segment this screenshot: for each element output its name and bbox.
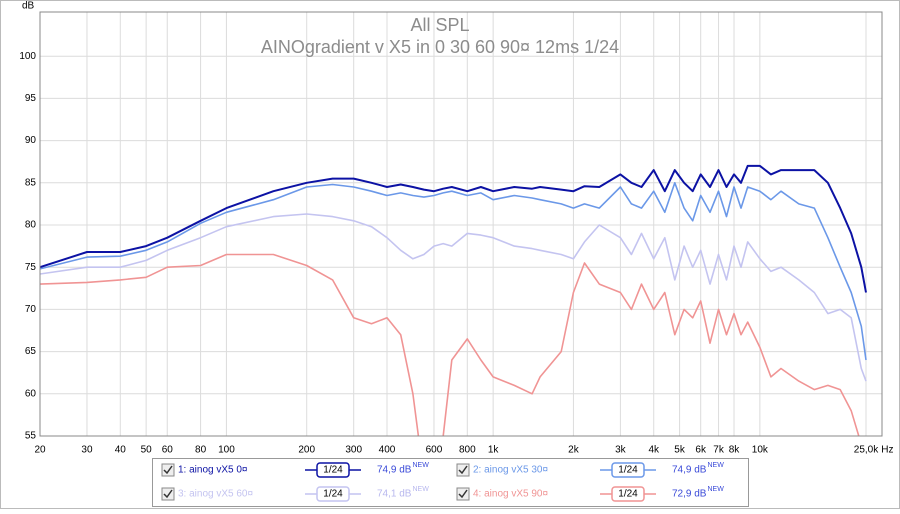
plot-frame xyxy=(39,11,883,437)
checkmark xyxy=(163,465,173,475)
grid xyxy=(39,12,882,437)
x-tick-label: 20 xyxy=(34,445,46,456)
y-tick-label: 55 xyxy=(25,431,37,442)
x-tick-label: 60 xyxy=(162,445,174,456)
smoothing-label: 1/24 xyxy=(618,489,638,500)
x-tick-label: 200 xyxy=(298,445,315,456)
x-tick-label: 7k xyxy=(713,445,725,456)
legend-label: 1: ainog vX5 0¤ xyxy=(178,465,248,476)
smoothing-label: 1/24 xyxy=(618,465,638,476)
legend-label: 3: ainog vX5 60¤ xyxy=(178,489,253,500)
legend-entries: 1: ainog vX5 0¤ 1/24 74,9 dB NEW 2: ainog vX… xyxy=(161,462,724,502)
level-badge: NEW xyxy=(412,486,429,493)
x-tick-label: 30 xyxy=(81,445,93,456)
series-line xyxy=(40,213,867,382)
x-tick-label: 10k xyxy=(752,445,769,456)
checkmark xyxy=(458,489,468,499)
x-tick-label: 6k xyxy=(695,445,707,456)
level-badge: NEW xyxy=(412,462,429,469)
y-tick-label: 75 xyxy=(25,262,37,273)
x-tick-label: 80 xyxy=(195,445,207,456)
x-tick-label: 100 xyxy=(218,445,235,456)
series-line xyxy=(40,253,860,436)
plot-lines xyxy=(40,164,867,436)
series-line xyxy=(40,182,867,361)
smoothing-box xyxy=(611,462,645,478)
legend-label: 4: ainog vX5 90¤ xyxy=(473,489,548,500)
checkmark xyxy=(163,489,173,499)
x-tick-label: 3k xyxy=(615,445,627,456)
y-tick-label: 65 xyxy=(25,346,37,357)
level-badge: NEW xyxy=(707,462,724,469)
smoothing-box xyxy=(316,462,350,478)
checkbox xyxy=(161,487,175,501)
y-tick-label: 70 xyxy=(25,304,37,315)
x-tick-label: 8k xyxy=(729,445,741,456)
checkbox xyxy=(456,463,470,477)
checkbox xyxy=(161,463,175,477)
y-tick-label: 85 xyxy=(25,177,37,188)
series-line xyxy=(40,164,867,293)
smoothing-label: 1/24 xyxy=(323,465,343,476)
checkbox xyxy=(456,487,470,501)
x-tick-label: 5k xyxy=(674,445,686,456)
legend-level: 74,9 dB xyxy=(672,465,707,476)
chart-subtitle: AINOgradient v X5 in 0 30 60 90¤ 12ms 1/… xyxy=(261,37,619,57)
x-tick-label: 40 xyxy=(115,445,127,456)
x-tick-label: 400 xyxy=(379,445,396,456)
x-tick-label: 25,0k xyxy=(854,445,879,456)
y-tick-label: 95 xyxy=(25,93,37,104)
chart-title: All SPL xyxy=(410,15,469,35)
smoothing-box xyxy=(316,486,350,502)
level-badge: NEW xyxy=(707,486,724,493)
y-tick-label: 60 xyxy=(25,388,37,399)
x-tick-label: 4k xyxy=(648,445,660,456)
y-axis-label: dB xyxy=(22,1,35,12)
checkmark xyxy=(458,465,468,475)
smoothing-label: 1/24 xyxy=(323,489,343,500)
legend-label: 2: ainog vX5 30¤ xyxy=(473,465,548,476)
smoothing-box xyxy=(611,486,645,502)
x-tick-label: 600 xyxy=(426,445,443,456)
x-tick-label: 50 xyxy=(141,445,153,456)
legend-level: 74,1 dB xyxy=(377,489,412,500)
y-tick-label: 90 xyxy=(25,135,37,146)
x-axis-label: Hz xyxy=(881,445,893,456)
legend-level: 74,9 dB xyxy=(377,465,412,476)
legend-level: 72,9 dB xyxy=(672,489,707,500)
legend xyxy=(152,458,749,507)
y-tick-label: 100 xyxy=(19,51,36,62)
x-tick-label: 800 xyxy=(459,445,476,456)
x-tick-label: 1k xyxy=(488,445,500,456)
x-tick-label: 300 xyxy=(345,445,362,456)
x-tick-label: 2k xyxy=(568,445,580,456)
y-tick-label: 80 xyxy=(25,220,37,231)
